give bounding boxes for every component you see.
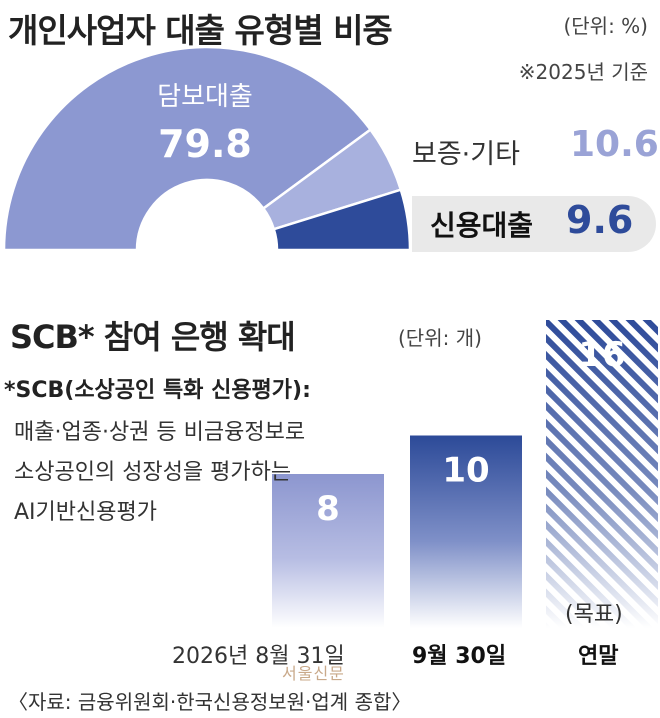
- slice-credit: [272, 188, 412, 252]
- x-label-yearend: 연말: [578, 644, 619, 669]
- bar-aug31: [272, 474, 384, 628]
- bar-aug31-value: 8: [316, 489, 340, 529]
- bar-chart: 8 10 16: [272, 320, 658, 628]
- basis-note: ※2025년 기준: [518, 60, 648, 84]
- bar-chart-title: SCB* 참여 은행 확대: [10, 318, 296, 356]
- scb-note-line-1: 매출·업종·상권 등 비금융정보로: [14, 420, 306, 445]
- credit-loan-highlight: [412, 196, 656, 252]
- pie-unit-label: (단위: %): [563, 14, 648, 38]
- scb-note-line-2: 소상공인의 성장성을 평가하는: [14, 460, 292, 485]
- legend-credit-value: 9.6: [566, 198, 634, 242]
- slice-mortgage-label: 담보대출: [157, 82, 253, 112]
- slice-mortgage: [2, 45, 373, 252]
- scb-note-line-3: AI기반신용평가: [14, 500, 157, 525]
- bar-unit-label: (단위: 개): [398, 326, 482, 350]
- x-label-aug31: 2026년 8월 31일: [172, 644, 345, 669]
- bar-sep30-value: 10: [442, 451, 489, 491]
- target-label: (목표): [565, 602, 623, 627]
- watermark-logo: 서울신문: [282, 664, 345, 683]
- bar-yearend-fade: [546, 320, 658, 628]
- x-label-sep30: 9월 30일: [412, 644, 507, 669]
- legend-credit-label: 신용대출: [430, 209, 534, 242]
- pie-chart-title: 개인사업자 대출 유형별 비중: [8, 11, 393, 50]
- bar-sep30: [410, 435, 522, 628]
- bar-yearend-value: 16: [578, 335, 625, 375]
- source-note: 〈자료: 금융위원회·한국신용정보원·업계 종합〉: [8, 690, 412, 714]
- semi-donut-chart: 담보대출 79.8: [2, 45, 412, 252]
- scb-note-title: *SCB(소상공인 특화 신용평가):: [4, 378, 311, 403]
- slice-mortgage-value: 79.8: [158, 122, 252, 166]
- legend-guarantee-value: 10.6: [570, 124, 659, 165]
- legend-guarantee-label: 보증·기타: [412, 139, 520, 170]
